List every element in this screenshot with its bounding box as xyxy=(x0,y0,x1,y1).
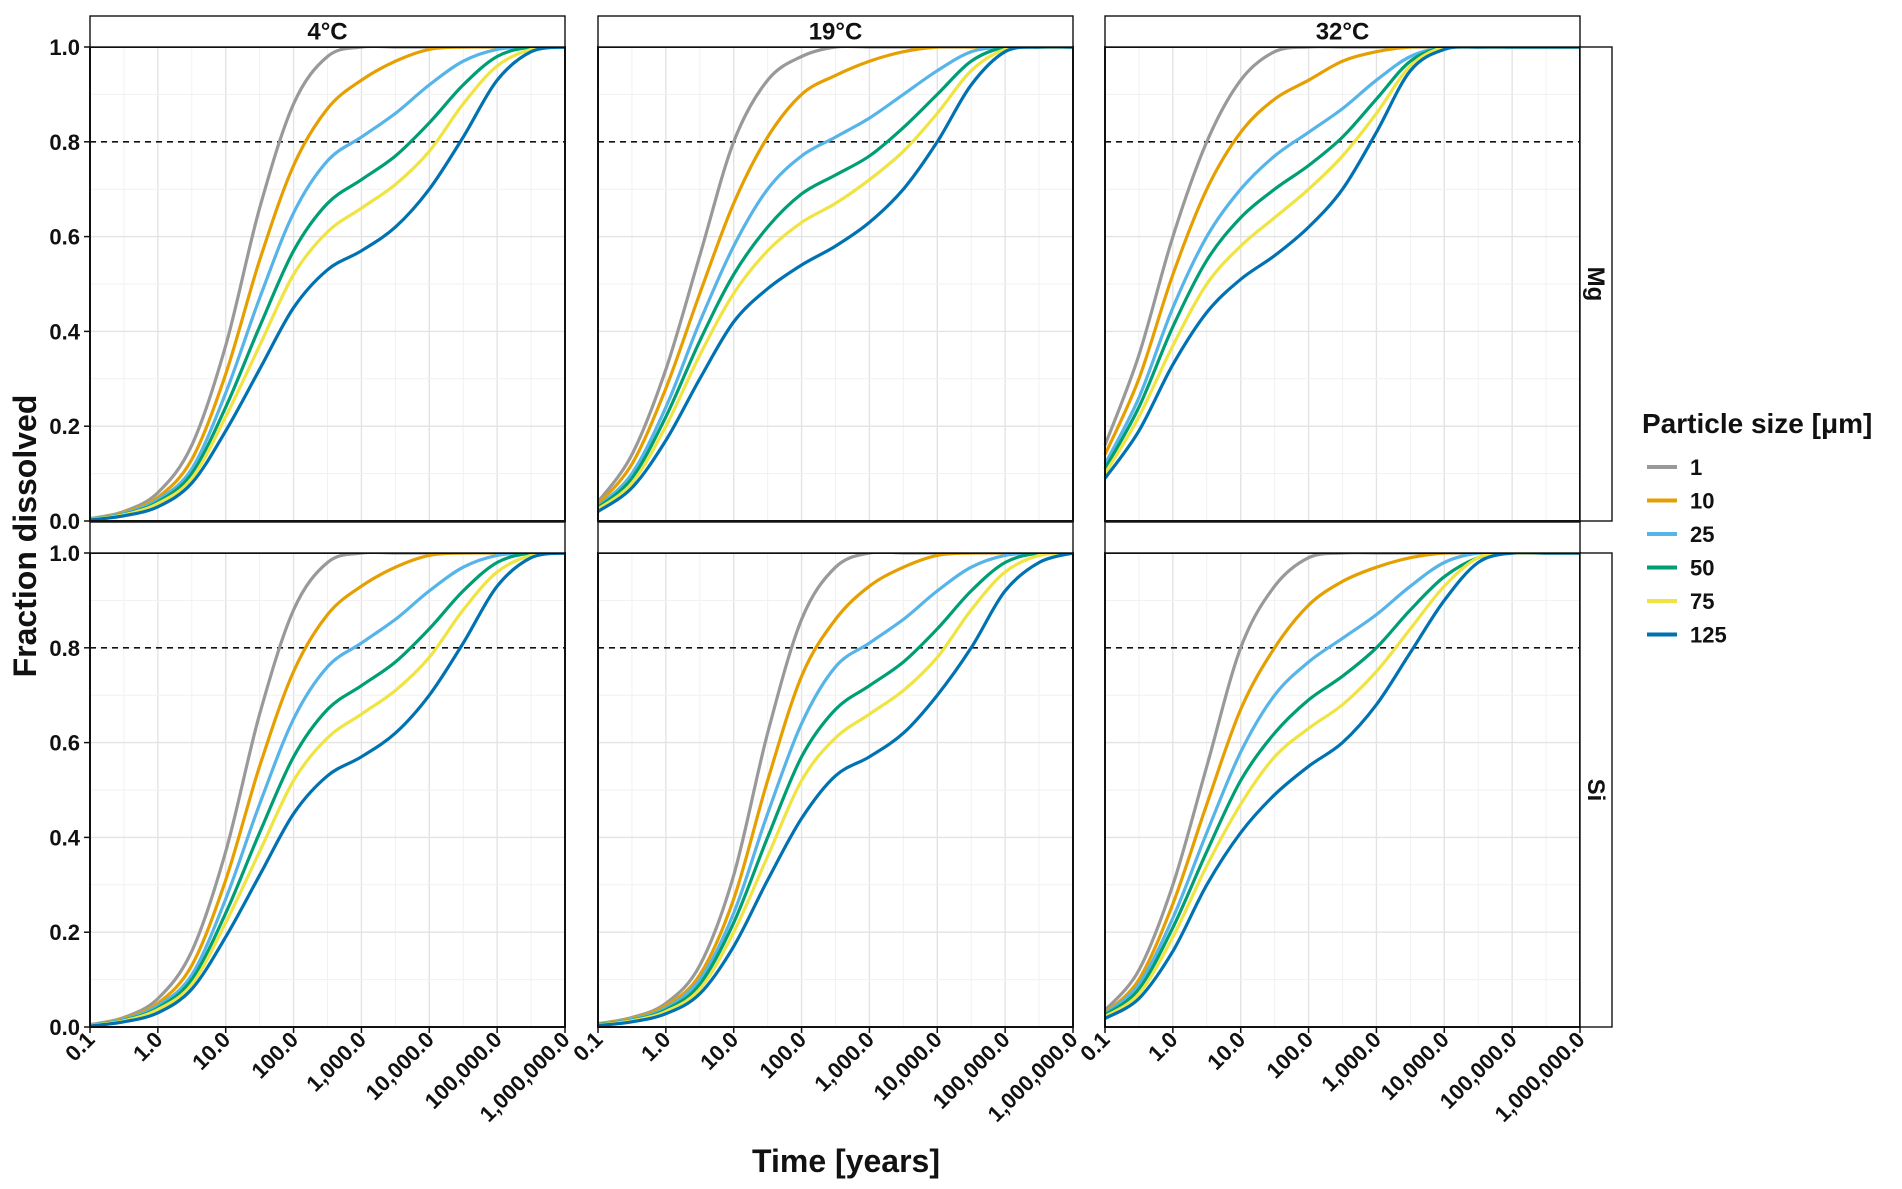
series-line-50um xyxy=(597,550,1074,1027)
series-line-50um xyxy=(89,550,566,1028)
series-line-50um xyxy=(89,44,566,522)
y-tick-label: 0.0 xyxy=(49,1015,80,1040)
panel-mg-3: 32°C xyxy=(1103,15,1581,522)
series-line-125um xyxy=(597,551,1074,1028)
y-tick-label: 0.2 xyxy=(49,414,80,439)
column-strip xyxy=(1104,521,1581,554)
legend-label-50: 50 xyxy=(1690,556,1714,581)
column-strip xyxy=(597,15,1074,48)
series-line-125um xyxy=(597,45,1074,513)
series-line-75um xyxy=(89,551,566,1028)
x-tick-label: 10.0 xyxy=(187,1027,235,1075)
legend-label-75: 75 xyxy=(1690,589,1714,614)
column-strip xyxy=(1104,15,1581,48)
row-strip xyxy=(1579,46,1613,522)
column-strip-label: 19°C xyxy=(809,19,863,46)
x-tick-label: 100.0 xyxy=(246,1027,303,1084)
series-line-25um xyxy=(597,551,1074,1027)
panel-mg-1: 4°C xyxy=(89,15,566,522)
legend-label-125: 125 xyxy=(1690,623,1727,648)
y-tick-label: 0.4 xyxy=(49,825,80,850)
x-tick-label: 10.0 xyxy=(695,1027,743,1075)
y-axis-title: Fraction dissolved xyxy=(7,395,43,678)
legend: Particle size [μm] 1 10 25 50 75 125 xyxy=(1642,408,1872,648)
x-tick-label: 0.1 xyxy=(1075,1027,1114,1066)
row-strip-label: Si xyxy=(1582,779,1609,802)
y-tick-label: 0.4 xyxy=(49,319,80,344)
series-line-125um xyxy=(89,551,566,1028)
series-line-125um xyxy=(1104,550,1580,1020)
x-tick-label: 1,000.0 xyxy=(1316,1027,1386,1097)
series-line-75um xyxy=(89,45,566,522)
x-tick-label: 1.0 xyxy=(636,1027,675,1066)
series-line-75um xyxy=(597,551,1074,1027)
x-tick-label: 100.0 xyxy=(754,1027,811,1084)
y-tick-label: 0.8 xyxy=(49,636,80,661)
column-strip xyxy=(89,521,566,554)
series-line-125um xyxy=(89,45,566,522)
x-tick-label: 0.1 xyxy=(568,1027,607,1066)
y-tick-label: 0.0 xyxy=(49,509,80,534)
panel-si-3 xyxy=(1103,521,1581,1028)
y-tick-label: 0.8 xyxy=(49,130,80,155)
series-line-50um xyxy=(596,44,1073,509)
x-tick-label: 100.0 xyxy=(1261,1027,1318,1084)
y-tick-label: 0.6 xyxy=(49,731,80,756)
legend-label-1: 1 xyxy=(1690,455,1702,480)
legend-label-10: 10 xyxy=(1690,489,1714,514)
series-line-25um xyxy=(89,45,566,521)
column-strip-label: 4°C xyxy=(307,19,347,46)
row-strip-label: Mg xyxy=(1582,267,1609,302)
panel-mg-2: 19°C xyxy=(596,15,1074,522)
x-tick-label: 10.0 xyxy=(1202,1027,1250,1075)
series-line-25um xyxy=(89,551,566,1027)
column-strip xyxy=(89,15,566,48)
x-axis-title: Time [years] xyxy=(752,1143,940,1179)
x-tick-label: 1.0 xyxy=(128,1027,167,1066)
panel-si-1 xyxy=(89,521,566,1028)
y-tick-label: 0.2 xyxy=(49,920,80,945)
x-tick-label: 1.0 xyxy=(1143,1027,1182,1066)
panel-si-2 xyxy=(597,521,1074,1028)
x-tick-label: 1,000.0 xyxy=(301,1027,371,1097)
y-tick-label: 1.0 xyxy=(49,541,80,566)
legend-title: Particle size [μm] xyxy=(1642,408,1872,439)
row-strip xyxy=(1579,552,1613,1028)
panels-layer: 4°C 19°C 32°C xyxy=(89,15,1581,1028)
column-strip-label: 32°C xyxy=(1316,19,1370,46)
y-tick-label: 0.6 xyxy=(49,225,80,250)
column-strip xyxy=(597,521,1074,554)
x-tick-label: 1,000.0 xyxy=(809,1027,879,1097)
series-line-75um xyxy=(597,45,1074,511)
legend-label-25: 25 xyxy=(1690,522,1714,547)
y-tick-label: 1.0 xyxy=(49,35,80,60)
